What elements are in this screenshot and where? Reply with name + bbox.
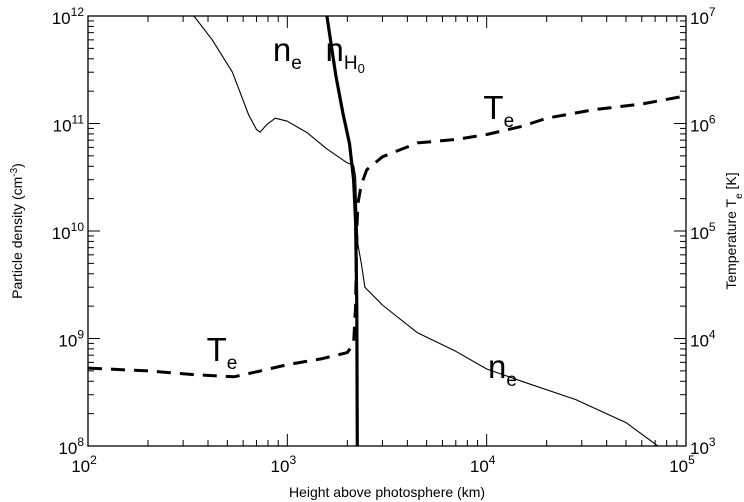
chart-curves [88,16,686,446]
x-tick-label: 105 [669,453,695,476]
y-right-tick-label: 103 [690,435,716,458]
y-left-tick-label: 1012 [52,5,85,28]
series-line-Te [88,94,686,379]
y-right-tick-label: 104 [690,328,716,351]
plot-frame [87,15,687,447]
y-axis-label-right: Temperature Te [K] [723,172,744,289]
curve-label-ne: ne [273,31,302,74]
x-axis-label: Height above photosphere (km) [289,484,485,500]
y-left-tick-label: 1010 [52,220,85,243]
curve-label-Te: Te [483,89,514,132]
x-tick-label: 104 [470,453,496,476]
axis-ticks: 102 103 104 105 108 109 1010 1011 1012 103 104 105 1… [52,5,716,476]
series-line-ne [193,16,659,446]
x-tick-label: 103 [271,453,297,476]
curve-label-Te: Te [207,331,238,374]
y-left-tick-label: 108 [58,435,84,458]
y-right-tick-label: 107 [690,5,716,28]
y-axis-label-left: Particle density (cm-3) [9,163,26,299]
y-left-tick-label: 1011 [53,113,85,136]
y-left-tick-label: 109 [58,328,84,351]
series-line-nH0 [325,16,359,446]
curve-annotations: ne nH0 Te Te ne [207,31,517,391]
y-right-tick-label: 106 [690,113,716,136]
x-tick-label: 102 [71,453,97,476]
y-right-tick-label: 105 [690,220,716,243]
curve-label-ne: ne [488,348,517,391]
curve-label-nH0: nH0 [325,31,364,76]
